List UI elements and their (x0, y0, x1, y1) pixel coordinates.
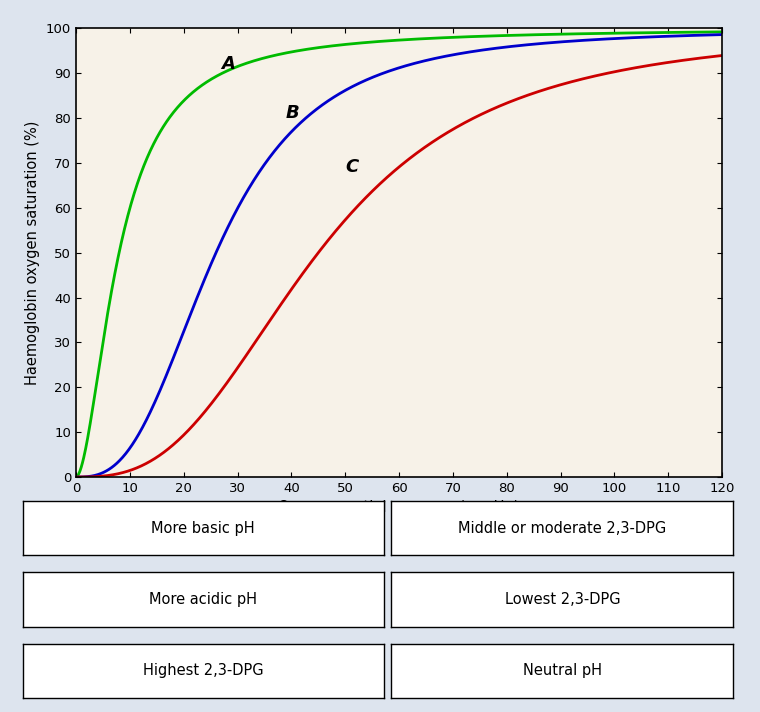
Text: Neutral pH: Neutral pH (523, 663, 602, 679)
Text: Middle or moderate 2,3-DPG: Middle or moderate 2,3-DPG (458, 520, 667, 536)
Text: B: B (286, 104, 299, 122)
X-axis label: Oxygen partial pressure (mmHg): Oxygen partial pressure (mmHg) (278, 501, 520, 515)
Text: More acidic pH: More acidic pH (149, 592, 258, 607)
Text: A: A (221, 55, 236, 73)
Y-axis label: Haemoglobin oxygen saturation (%): Haemoglobin oxygen saturation (%) (25, 120, 40, 385)
Text: Lowest 2,3-DPG: Lowest 2,3-DPG (505, 592, 620, 607)
Text: Highest 2,3-DPG: Highest 2,3-DPG (143, 663, 264, 679)
Text: More basic pH: More basic pH (151, 520, 255, 536)
Text: C: C (345, 158, 359, 176)
